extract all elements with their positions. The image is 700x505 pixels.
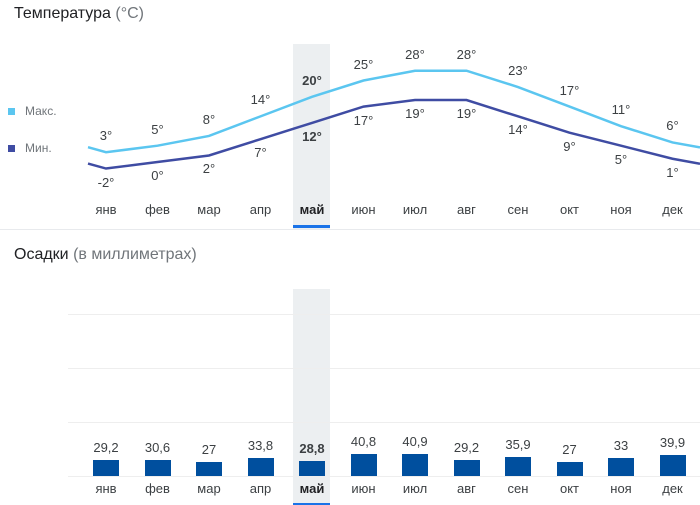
month-label: авг	[457, 202, 476, 217]
precipitation-bar	[608, 458, 634, 476]
month-label: май	[299, 481, 325, 496]
precipitation-bar	[247, 457, 274, 476]
precipitation-unit: (в миллиметрах)	[73, 246, 197, 263]
precipitation-bar	[453, 460, 480, 476]
month-label: апр	[249, 481, 272, 496]
precipitation-value-label: 33,8	[247, 437, 274, 453]
legend-min-label: Мин.	[25, 141, 52, 155]
month-label: фев	[145, 202, 170, 217]
temp-min-label: 19°	[456, 106, 477, 122]
month-label: сен	[507, 202, 529, 217]
precipitation-bar	[505, 456, 531, 476]
temp-max-label: 8°	[202, 111, 216, 127]
month-label: окт	[559, 481, 580, 496]
month-label: авг	[457, 481, 476, 496]
temp-max-label: 28°	[405, 46, 425, 62]
precipitation-gridline	[68, 422, 700, 423]
precipitation-title-text: Осадки	[14, 246, 69, 263]
precipitation-value-label: 27	[562, 441, 577, 457]
month-label: апр	[249, 202, 272, 217]
selected-month-highlight-temperature	[293, 44, 330, 229]
precipitation-bar	[144, 459, 171, 476]
temp-max-label: 20°	[302, 72, 322, 88]
month-label: июл	[402, 202, 428, 217]
month-label: июн	[351, 481, 376, 496]
precipitation-bar	[196, 461, 222, 476]
month-label: июл	[402, 481, 428, 496]
month-label: ноя	[610, 481, 632, 496]
temperature-title: Температура (°C)	[14, 5, 144, 23]
temp-max-label: 28°	[456, 46, 477, 62]
temp-min-label: 5°	[614, 151, 628, 167]
month-label: фев	[145, 481, 170, 496]
temp-min-label: 9°	[563, 138, 576, 154]
temperature-title-text: Температура	[14, 5, 111, 22]
precipitation-bar	[350, 454, 377, 476]
precipitation-bar	[556, 461, 583, 476]
temp-min-label: 2°	[202, 161, 216, 177]
month-label: окт	[559, 202, 580, 217]
temp-min-line	[87, 98, 700, 170]
temp-max-label: 14°	[250, 92, 271, 108]
precipitation-value-label: 39,9	[659, 434, 686, 450]
temp-max-label: 5°	[151, 121, 164, 137]
legend-max-swatch	[8, 107, 15, 115]
month-label: дек	[662, 481, 683, 496]
legend-max: Макс.	[8, 104, 57, 118]
temperature-chart	[87, 69, 700, 170]
temperature-unit: (°C)	[115, 5, 144, 22]
month-label: янв	[95, 202, 117, 217]
legend-max-label: Макс.	[25, 104, 57, 118]
temp-max-label: 23°	[508, 63, 528, 79]
precipitation-value-label: 40,9	[402, 434, 428, 450]
temp-max-label: 6°	[666, 118, 679, 134]
precipitation-value-label: 29,2	[453, 440, 480, 456]
precipitation-value-label: 29,2	[93, 440, 119, 456]
month-label: ноя	[610, 202, 632, 217]
temp-min-label: 17°	[353, 112, 374, 128]
precipitation-gridline	[68, 368, 700, 369]
temp-max-line	[87, 69, 700, 154]
precipitation-title: Осадки (в миллиметрах)	[14, 246, 197, 264]
precipitation-bar	[93, 460, 119, 476]
precipitation-baseline	[68, 476, 700, 477]
precipitation-bar	[659, 454, 686, 476]
precipitation-value-label: 33	[613, 438, 629, 454]
month-label: дек	[662, 202, 683, 217]
precipitation-value-label: 35,9	[505, 436, 531, 452]
precipitation-gridline	[68, 314, 700, 315]
precipitation-value-label: 28,8	[299, 440, 325, 456]
month-label: май	[299, 202, 325, 217]
precipitation-bar	[402, 454, 428, 476]
temp-max-label: 3°	[99, 128, 113, 144]
temp-min-label: 7°	[254, 145, 267, 161]
temp-min-label: 0°	[151, 168, 164, 183]
temp-min-label: -2°	[97, 174, 115, 190]
section-divider	[0, 229, 700, 230]
temp-min-label: 14°	[508, 122, 528, 138]
temp-min-label: 12°	[302, 128, 322, 144]
month-label: янв	[95, 481, 117, 496]
selected-month-indicator-precipitation	[293, 503, 330, 505]
precipitation-value-label: 27	[201, 441, 217, 457]
month-label: сен	[507, 481, 529, 496]
month-label: мар	[197, 481, 221, 496]
month-label: мар	[197, 202, 221, 217]
temp-max-label: 17°	[559, 82, 580, 98]
temp-max-label: 11°	[611, 102, 631, 118]
temp-min-label: 19°	[405, 106, 425, 122]
temp-max-label: 25°	[353, 56, 374, 72]
precipitation-bar	[299, 460, 325, 476]
temp-min-label: 1°	[666, 164, 679, 180]
precipitation-value-label: 30,6	[144, 439, 171, 455]
legend-min: Мин.	[8, 141, 52, 155]
month-label: июн	[351, 202, 376, 217]
legend-min-swatch	[8, 144, 15, 152]
precipitation-value-label: 40,8	[350, 434, 377, 450]
selected-month-indicator-temperature	[293, 225, 330, 228]
